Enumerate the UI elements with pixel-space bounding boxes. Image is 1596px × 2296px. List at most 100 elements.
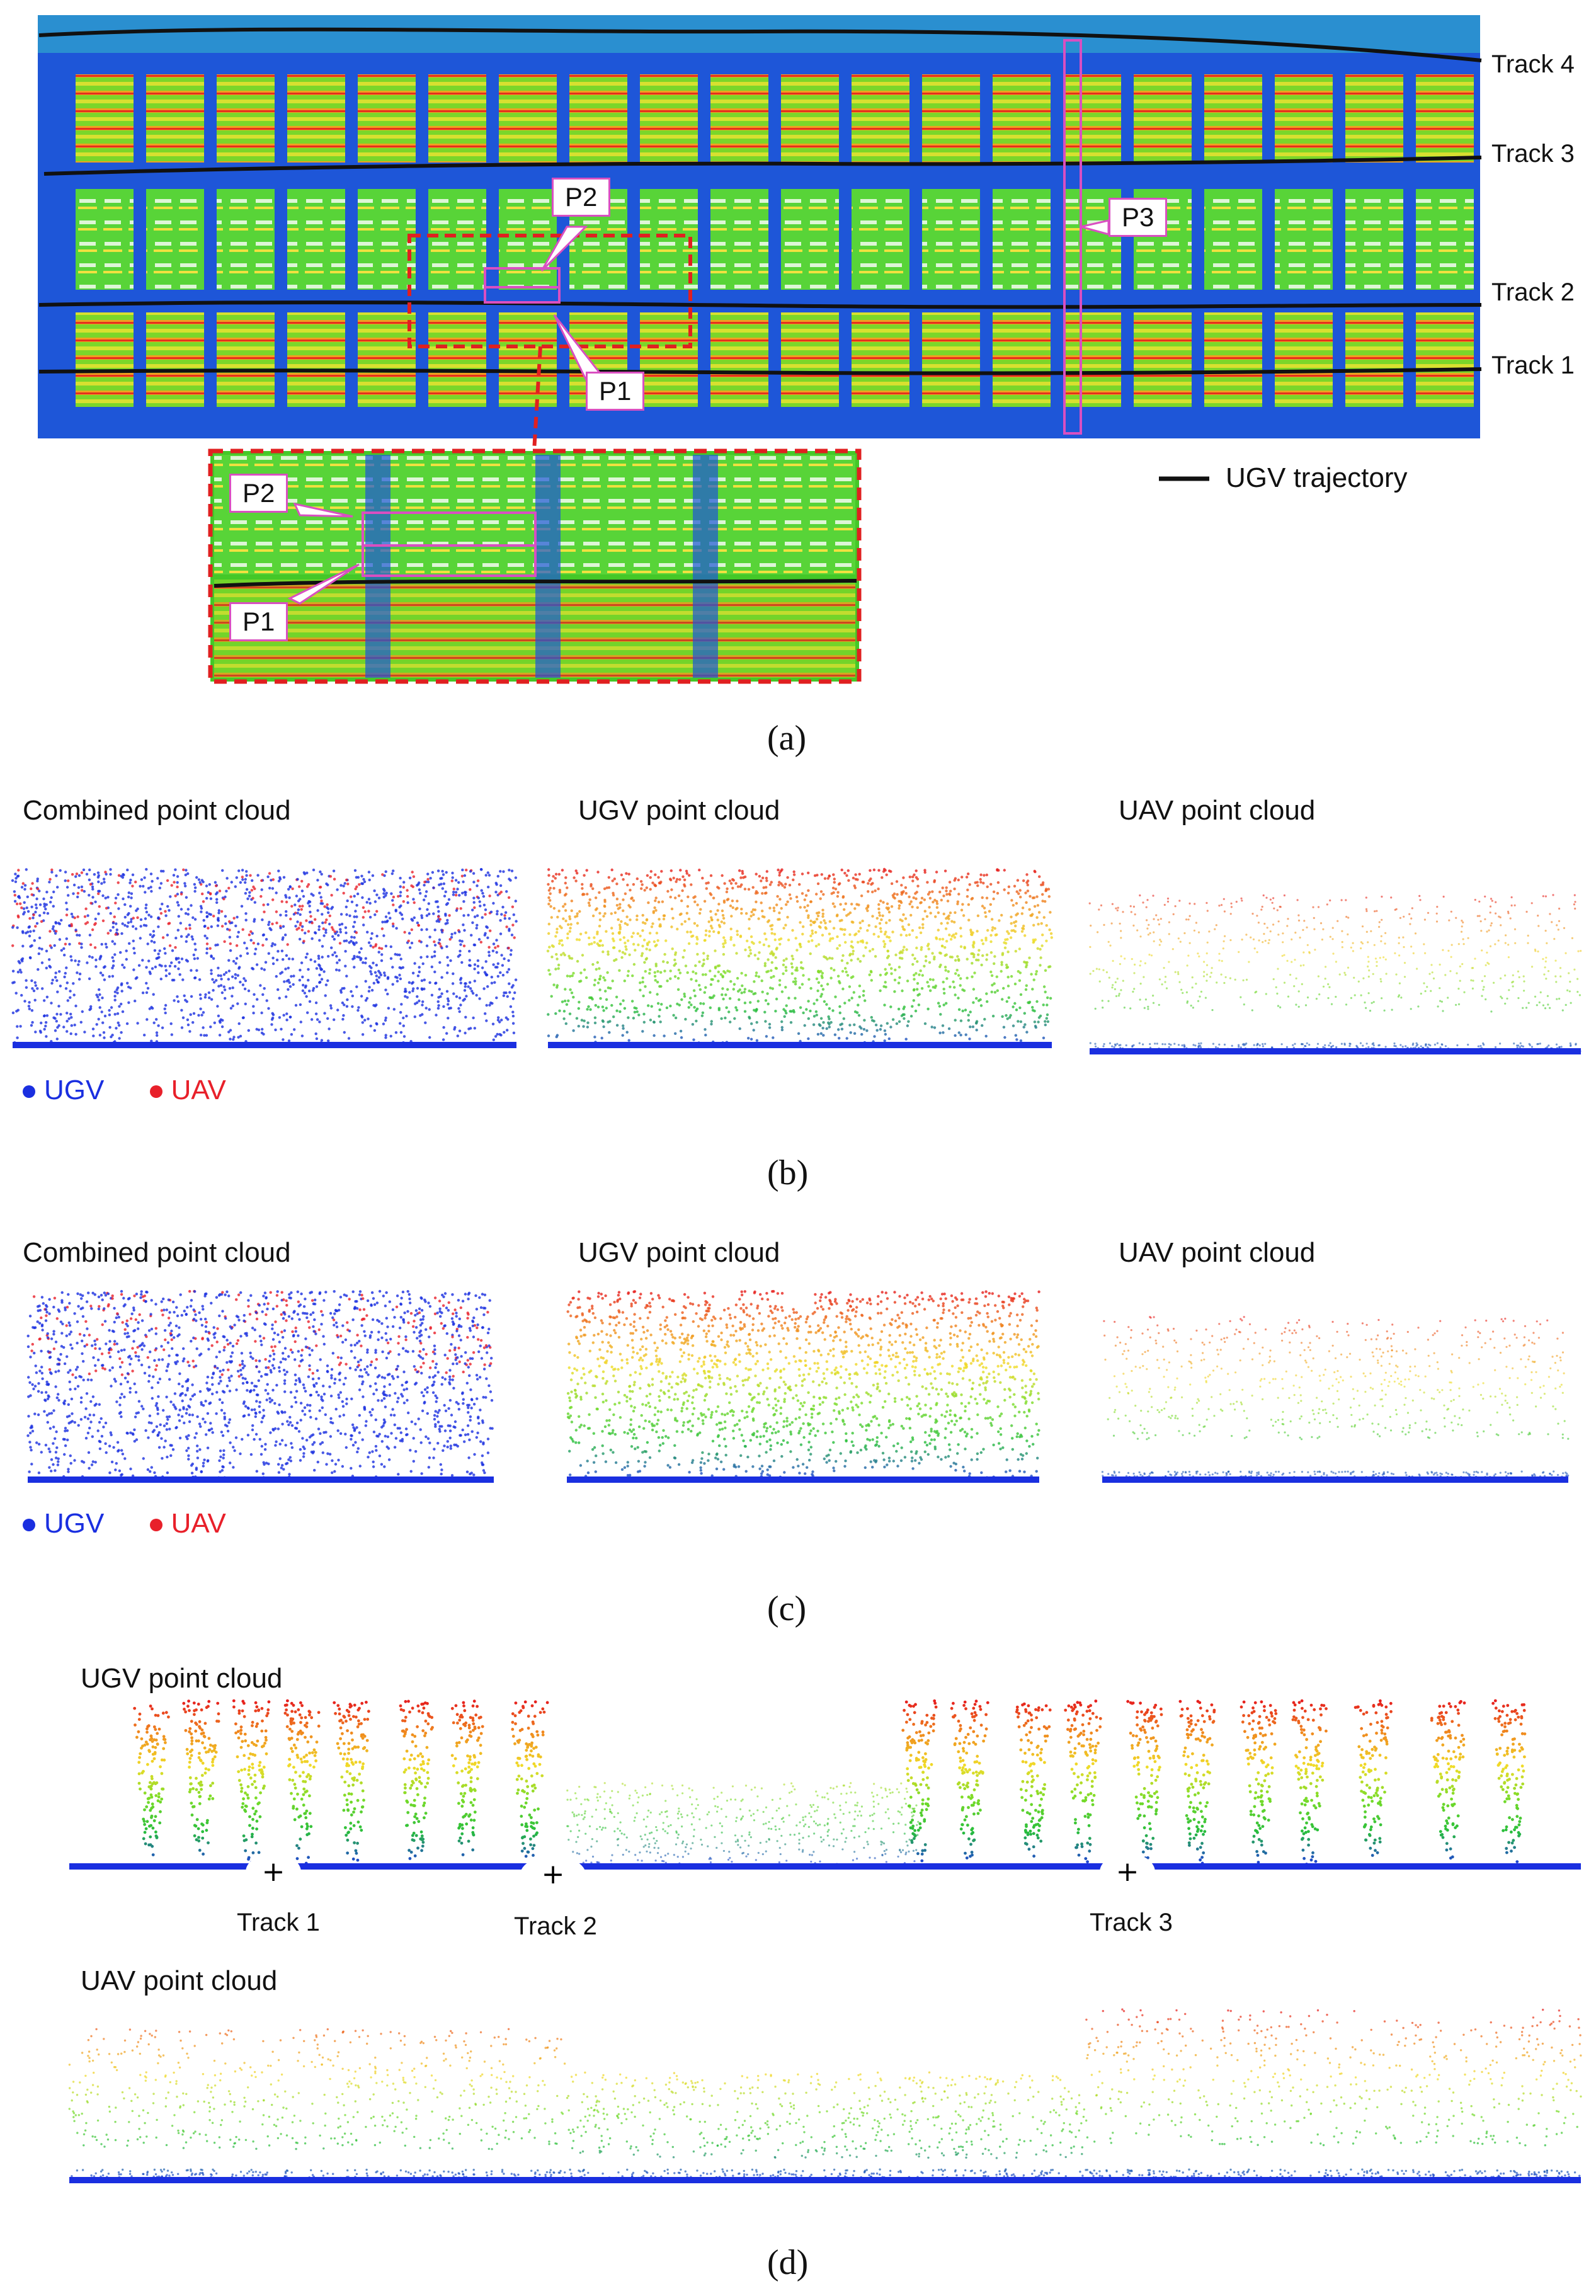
plot xyxy=(781,74,839,163)
plot xyxy=(358,74,416,163)
plot xyxy=(287,189,345,290)
plot-box-p3 xyxy=(1063,39,1082,435)
plot-row-top xyxy=(76,74,1474,163)
caption-d: (d) xyxy=(767,2243,809,2282)
plot xyxy=(287,312,345,407)
track-label-2: Track 2 xyxy=(1491,278,1575,306)
caption-b: (b) xyxy=(767,1153,809,1192)
inset-trajectory xyxy=(214,579,857,588)
inset-plot-box-p1 xyxy=(362,544,537,577)
plot xyxy=(710,74,768,163)
uav-legend-dot xyxy=(149,1085,162,1099)
caption-c: (c) xyxy=(767,1589,807,1628)
plot xyxy=(640,312,698,407)
c-title-uav: UAV point cloud xyxy=(1119,1237,1316,1268)
plot xyxy=(922,189,980,290)
plot xyxy=(710,189,768,290)
b-title-combined: Combined point cloud xyxy=(23,795,291,826)
plot xyxy=(781,189,839,290)
plot xyxy=(146,189,204,290)
inset-callout-p1: P1 xyxy=(229,602,288,641)
plot xyxy=(993,74,1051,163)
plot xyxy=(1134,74,1192,163)
plot xyxy=(1416,74,1474,163)
plot xyxy=(1416,189,1474,290)
trajectory-track-1 xyxy=(38,367,1482,375)
plot xyxy=(428,312,486,407)
plot-row-middle xyxy=(76,189,1474,290)
d-ugv-cloud: + + + xyxy=(69,1699,1581,1893)
plot xyxy=(640,74,698,163)
c-uav-cloud xyxy=(1101,1316,1570,1483)
uav-legend-dot xyxy=(149,1519,162,1532)
field-point-cloud-map xyxy=(38,15,1482,684)
track-2-marker: + xyxy=(520,1856,586,1893)
caption-a: (a) xyxy=(767,719,807,758)
plot xyxy=(1275,74,1333,163)
c-ugv-cloud xyxy=(566,1289,1040,1483)
c-point-clouds xyxy=(26,1289,1570,1483)
plot xyxy=(1204,74,1262,163)
plot xyxy=(428,74,486,163)
plot xyxy=(640,189,698,290)
ugv-legend-label: UGV xyxy=(44,1075,105,1105)
plot xyxy=(1204,312,1262,407)
plot xyxy=(1345,74,1403,163)
trajectory-track-4 xyxy=(38,27,1482,62)
plot xyxy=(710,312,768,407)
plot xyxy=(569,74,627,163)
c-title-ugv: UGV point cloud xyxy=(578,1237,780,1268)
plot xyxy=(922,74,980,163)
plot xyxy=(76,74,134,163)
callout-p2: P2 xyxy=(552,178,611,217)
plot xyxy=(76,189,134,290)
plot xyxy=(358,189,416,290)
plot xyxy=(852,74,909,163)
c-legend: UGV UAV xyxy=(23,1508,226,1539)
d-uav-cloud xyxy=(68,2008,1582,2183)
trajectory-legend-label: UGV trajectory xyxy=(1226,462,1408,493)
plot xyxy=(217,189,275,290)
plot xyxy=(922,312,980,407)
track-1-marker: + xyxy=(246,1853,301,1891)
d-track-label-3: Track 3 xyxy=(1090,1909,1173,1936)
plot xyxy=(499,312,557,407)
plot xyxy=(1063,312,1121,407)
plot xyxy=(499,189,557,290)
ugv-legend-dot xyxy=(23,1519,35,1532)
inset-callout-p2: P2 xyxy=(229,474,288,513)
d-track-label-2: Track 2 xyxy=(514,1912,597,1940)
plot xyxy=(499,74,557,163)
plot xyxy=(1416,312,1474,407)
b-title-uav: UAV point cloud xyxy=(1119,795,1316,826)
plot-box-p1 xyxy=(484,286,561,304)
track-label-1: Track 1 xyxy=(1491,351,1575,379)
c-title-combined: Combined point cloud xyxy=(23,1237,291,1268)
ugv-legend-label: UGV xyxy=(44,1508,105,1539)
b-uav-cloud xyxy=(1088,894,1582,1054)
plot xyxy=(217,74,275,163)
zoom-region-box xyxy=(408,234,692,348)
trajectory-track-2 xyxy=(38,300,1482,309)
plot xyxy=(993,189,1051,290)
uav-legend-label: UAV xyxy=(171,1508,226,1539)
plot xyxy=(1204,189,1262,290)
b-point-clouds xyxy=(11,867,1582,1054)
track-label-3: Track 3 xyxy=(1491,140,1575,168)
plot xyxy=(1275,189,1333,290)
d-title-uav: UAV point cloud xyxy=(81,1965,278,1996)
trajectory-track-3 xyxy=(43,156,1482,176)
plot xyxy=(1134,312,1192,407)
callout-p1: P1 xyxy=(586,372,645,411)
plot xyxy=(1275,312,1333,407)
d-track-label-1: Track 1 xyxy=(237,1909,320,1936)
d-title-ugv: UGV point cloud xyxy=(81,1663,283,1694)
b-legend: UGV UAV xyxy=(23,1075,226,1106)
plot xyxy=(1345,189,1403,290)
plot xyxy=(217,312,275,407)
plot xyxy=(781,312,839,407)
b-combined-cloud xyxy=(11,867,518,1048)
plot xyxy=(76,312,134,407)
b-title-ugv: UGV point cloud xyxy=(578,795,780,826)
plot xyxy=(852,312,909,407)
